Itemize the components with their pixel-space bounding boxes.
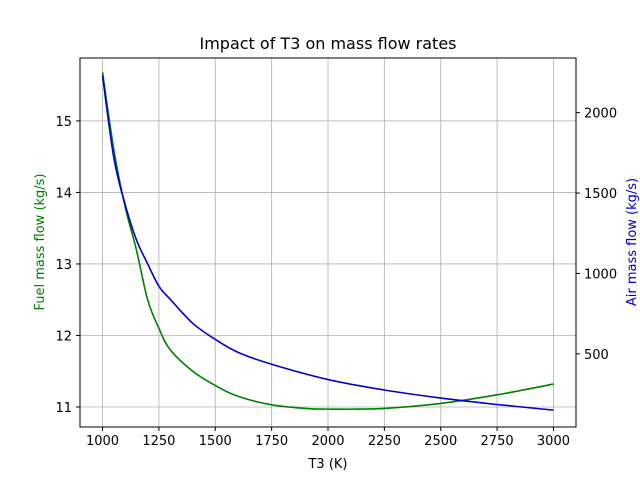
x-tick-label: 1000 [86,434,119,449]
x-tick-label: 2500 [424,434,457,449]
x-tick-label: 2750 [481,434,514,449]
x-tick-label: 1500 [199,434,232,449]
series-layer [101,72,554,411]
left-y-tick-label: 15 [55,115,72,130]
right-y-tick-label: 2000 [584,107,617,122]
right-y-axis-label: Air mass flow (kg/s) [625,178,640,306]
x-tick-label: 1750 [255,434,288,449]
x-axis-label: T3 (K) [307,457,347,472]
right-y-tick-label: 1500 [584,187,617,202]
left-y-axis: 11 12 13 14 15 [55,115,80,416]
right-y-axis: 500 1000 1500 2000 [576,107,617,363]
left-y-axis-label: Fuel mass flow (kg/s) [33,173,48,310]
x-tick-label: 3000 [537,434,570,449]
fuel-mass-flow-line [101,72,554,411]
x-tick-label: 1250 [142,434,175,449]
left-y-tick-label: 14 [55,186,72,201]
air-mass-flow-line [101,75,554,411]
chart-title: Impact of T3 on mass flow rates [199,34,456,53]
grid [80,58,576,427]
x-tick-label: 2250 [368,434,401,449]
left-y-tick-label: 13 [55,258,72,273]
x-tick-label: 2000 [311,434,344,449]
left-y-tick-label: 12 [55,329,72,344]
right-y-tick-label: 500 [584,348,609,363]
right-y-tick-label: 1000 [584,267,617,282]
x-axis: 1000 1250 1500 1750 2000 2250 2500 2750 3000 [86,427,570,449]
left-y-tick-label: 11 [55,401,72,416]
